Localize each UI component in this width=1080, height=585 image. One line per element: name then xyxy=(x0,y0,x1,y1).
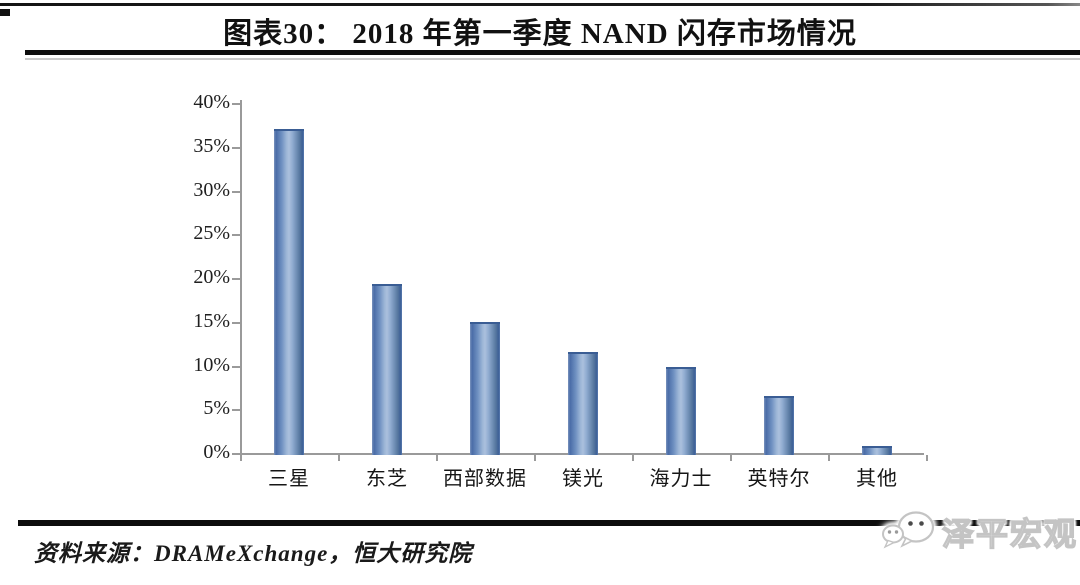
x-tick xyxy=(436,455,438,461)
y-tick xyxy=(232,409,241,412)
bar-西部数据 xyxy=(470,322,500,455)
x-category-label: 西部数据 xyxy=(443,468,527,490)
x-tick xyxy=(730,455,732,461)
chart-title: 图表30： 2018 年第一季度 NAND 闪存市场情况 xyxy=(223,18,857,50)
x-tick xyxy=(632,455,634,461)
watermark-text: 泽平宏观 xyxy=(941,515,1078,552)
title-rule xyxy=(25,50,1080,55)
x-tick xyxy=(534,455,536,461)
bar-镁光 xyxy=(568,352,598,455)
bar-英特尔 xyxy=(764,396,794,455)
y-axis-line xyxy=(240,100,242,455)
footer-rule xyxy=(18,520,1080,526)
x-tick xyxy=(338,455,340,461)
source-value: DRAMeXchange，恒大研究院 xyxy=(154,541,473,566)
y-tick xyxy=(232,278,241,280)
y-tick-label: 40% xyxy=(193,91,230,113)
source-label: 资料来源： xyxy=(34,541,154,566)
y-tick-label: 35% xyxy=(193,134,230,157)
watermark-badge: 泽平宏观 xyxy=(881,502,1078,562)
top-rule xyxy=(0,3,1080,6)
x-category-label: 其他 xyxy=(856,468,898,490)
x-tick xyxy=(828,455,830,461)
y-tick xyxy=(232,365,241,368)
y-tick-label: 30% xyxy=(193,178,230,201)
y-tick-label: 20% xyxy=(193,266,230,288)
y-tick xyxy=(232,321,241,324)
y-tick-label: 10% xyxy=(193,353,230,376)
x-category-label: 东芝 xyxy=(366,468,408,490)
y-tick xyxy=(232,453,241,455)
x-category-label: 海力士 xyxy=(649,468,713,490)
bar-海力士 xyxy=(666,367,696,455)
y-tick xyxy=(232,146,241,149)
x-tick xyxy=(926,455,928,461)
bar-东芝 xyxy=(372,284,402,455)
page-edge-mark xyxy=(0,9,10,16)
bar-三星 xyxy=(274,129,304,455)
y-tick-label: 25% xyxy=(193,222,230,245)
x-category-label: 英特尔 xyxy=(747,468,811,490)
y-tick-label: 15% xyxy=(193,309,230,332)
y-tick-label: 5% xyxy=(203,397,230,420)
y-tick-label: 0% xyxy=(203,441,230,463)
x-tick xyxy=(240,455,242,461)
y-tick xyxy=(232,103,241,105)
x-category-label: 镁光 xyxy=(562,468,604,490)
y-tick xyxy=(232,190,241,193)
wechat-icon xyxy=(881,511,935,549)
title-rule-shadow xyxy=(25,58,1080,60)
bar-其他 xyxy=(862,446,892,455)
x-category-label: 三星 xyxy=(268,468,310,490)
y-tick xyxy=(232,234,241,237)
source-note: 资料来源：DRAMeXchange，恒大研究院 xyxy=(34,534,472,568)
